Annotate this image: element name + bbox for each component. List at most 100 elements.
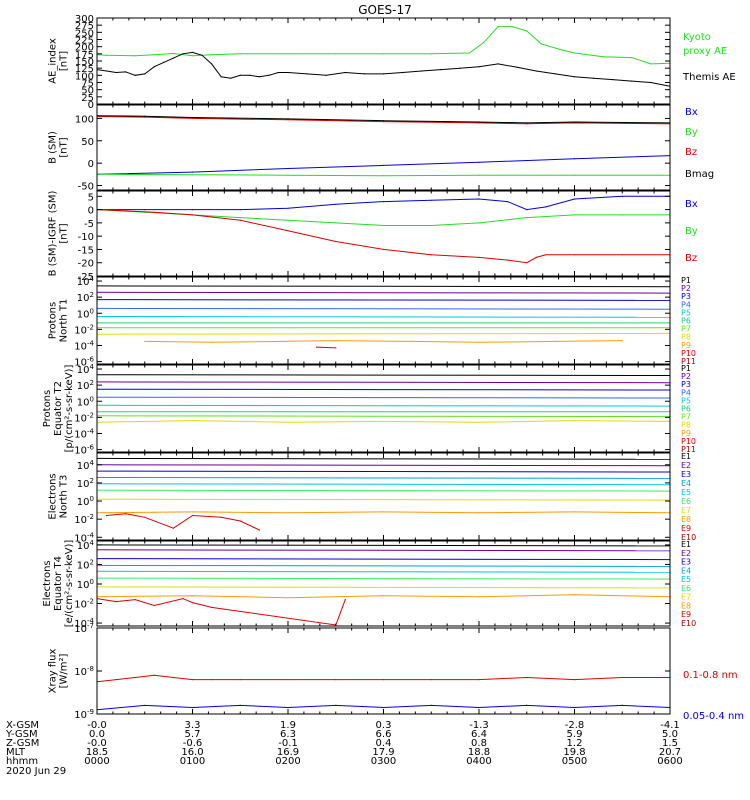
data-point bbox=[258, 529, 260, 531]
data-point bbox=[573, 158, 576, 160]
data-point bbox=[172, 57, 174, 59]
x-row-value: -0.0 bbox=[87, 738, 107, 749]
y-tick-label: 275 bbox=[75, 21, 94, 32]
panel-2-series bbox=[97, 115, 670, 177]
data-point bbox=[478, 421, 480, 423]
x-row-label: X-GSM bbox=[6, 720, 39, 731]
data-point bbox=[554, 73, 557, 75]
data-point bbox=[382, 679, 385, 681]
y-tick-label: 0 bbox=[88, 206, 94, 217]
data-point bbox=[612, 79, 614, 81]
x-row-label: Y-GSM bbox=[5, 729, 38, 740]
data-point bbox=[430, 224, 432, 227]
data-point bbox=[191, 209, 194, 211]
panel-3: -25 -20 -15 -10 -5 0 5 B (SM)-IGRF (SM)[nT] Bx By… bbox=[48, 190, 698, 283]
y-tick-label: 10-9 bbox=[74, 708, 94, 721]
data-point bbox=[526, 676, 528, 679]
legend-item: E1 bbox=[681, 452, 691, 461]
y-axis-label: ProtonsNorth T1 bbox=[48, 299, 70, 343]
legend-item: P11 bbox=[681, 357, 696, 366]
data-point bbox=[239, 520, 241, 522]
y-tick-label: 200 bbox=[75, 43, 94, 54]
data-point bbox=[382, 53, 385, 55]
y-tick-label: 300 bbox=[75, 14, 94, 25]
data-point bbox=[191, 706, 194, 709]
data-point bbox=[115, 601, 117, 603]
data-point bbox=[573, 52, 576, 54]
x-row-value: 17.9 bbox=[372, 747, 394, 758]
data-point bbox=[573, 122, 576, 124]
data-point bbox=[277, 71, 279, 74]
data-point bbox=[483, 41, 485, 44]
y-axis-label: B (SM)[nT] bbox=[48, 131, 70, 164]
data-point bbox=[573, 76, 576, 78]
panel-8-legend: 0.1-0.8 nm 0.05-0.4 nm bbox=[683, 670, 744, 722]
data-point bbox=[526, 704, 528, 707]
data-point bbox=[211, 606, 213, 609]
data-point bbox=[172, 52, 174, 55]
y-tick-label: -50 bbox=[78, 182, 94, 193]
series-p9-line bbox=[144, 340, 623, 343]
data-point bbox=[430, 53, 432, 55]
data-point bbox=[478, 121, 480, 123]
data-point bbox=[287, 421, 289, 423]
x-row-value: 5.9 bbox=[567, 729, 583, 740]
data-point bbox=[511, 26, 513, 28]
y-axis-label: ElectronsNorth T3 bbox=[48, 473, 70, 519]
legend-item: E6 bbox=[681, 497, 691, 506]
data-point bbox=[125, 210, 127, 212]
data-point bbox=[182, 598, 184, 600]
x-row-value: 0000 bbox=[84, 756, 109, 767]
y-tick-label: 10-6 bbox=[74, 444, 94, 457]
legend-item: E1 bbox=[681, 540, 691, 549]
legend-item: Bmag bbox=[685, 169, 714, 180]
data-point bbox=[182, 53, 184, 55]
data-point bbox=[134, 74, 136, 76]
series-e3-line bbox=[97, 558, 670, 561]
x-row-value: 6.6 bbox=[376, 729, 392, 740]
data-point bbox=[287, 71, 289, 74]
panel-8: 10-9 10-8 10-7 Xray flux[W/m²] 0.1-0.8 nm 0.0… bbox=[48, 622, 745, 722]
data-point bbox=[163, 61, 165, 64]
data-point bbox=[134, 55, 136, 57]
series-bx-line bbox=[97, 195, 670, 211]
x-row-value: 3.3 bbox=[185, 720, 201, 731]
legend-item: P10 bbox=[681, 437, 696, 446]
data-point bbox=[402, 71, 404, 74]
data-point bbox=[105, 70, 108, 72]
data-point bbox=[287, 207, 289, 209]
plot-frame bbox=[96, 190, 671, 277]
series-e6-line bbox=[97, 577, 670, 580]
y-tick-label: 25 bbox=[81, 93, 94, 104]
data-point bbox=[344, 71, 346, 74]
data-point bbox=[191, 117, 194, 119]
legend-item: E7 bbox=[681, 506, 691, 515]
data-point bbox=[287, 512, 289, 514]
panel-4-series bbox=[97, 285, 670, 349]
y-tick-label: 5 bbox=[88, 192, 94, 203]
data-point bbox=[535, 70, 537, 72]
y-tick-label: 10-2 bbox=[74, 323, 94, 336]
y-tick-label: 100 bbox=[77, 395, 94, 408]
data-point bbox=[239, 704, 241, 707]
data-point bbox=[287, 167, 289, 170]
x-row-value: 0600 bbox=[657, 756, 682, 767]
legend-item: E8 bbox=[681, 515, 691, 524]
legend-item: P6 bbox=[681, 317, 691, 326]
y-tick-label: 125 bbox=[75, 64, 94, 75]
data-point bbox=[573, 420, 576, 422]
y-tick-label: 0 bbox=[88, 159, 94, 170]
data-point bbox=[172, 527, 174, 529]
x-row-label: Z-GSM bbox=[6, 738, 39, 749]
x-row-value: 0.3 bbox=[376, 720, 392, 731]
data-point bbox=[430, 254, 432, 256]
y-tick-label: 250 bbox=[75, 28, 94, 39]
data-point bbox=[335, 222, 337, 224]
data-point bbox=[249, 74, 251, 76]
y-tick-label: 10-7 bbox=[74, 622, 94, 635]
data-point bbox=[573, 174, 576, 176]
data-point bbox=[306, 73, 308, 75]
legend-item: E5 bbox=[681, 575, 691, 584]
